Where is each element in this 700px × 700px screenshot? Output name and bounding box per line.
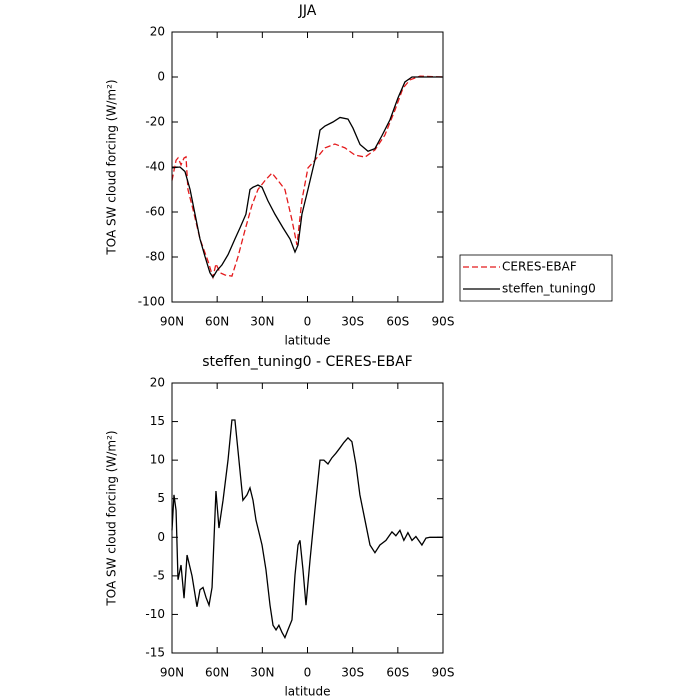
legend-label: steffen_tuning0 bbox=[502, 282, 596, 296]
x-tick-label: 30N bbox=[250, 666, 274, 680]
y-tick-label: -10 bbox=[145, 607, 165, 621]
y-tick-label: -40 bbox=[145, 160, 165, 174]
y-tick-label: 5 bbox=[157, 491, 165, 505]
x-tick-label: 30S bbox=[341, 315, 364, 329]
y-tick-label: -100 bbox=[138, 295, 165, 309]
y-tick-label: 10 bbox=[150, 453, 165, 467]
x-tick-label: 90N bbox=[160, 666, 184, 680]
data-line bbox=[171, 76, 443, 279]
x-tick-label: 60N bbox=[205, 666, 229, 680]
legend-label: CERES-EBAF bbox=[502, 260, 577, 274]
y-axis-label: TOA SW cloud forcing (W/m²) bbox=[105, 79, 119, 255]
plot-frame bbox=[171, 382, 444, 654]
y-tick-label: 0 bbox=[157, 70, 165, 84]
x-tick-label: 90S bbox=[432, 666, 455, 680]
x-tick-label: 60N bbox=[205, 315, 229, 329]
x-tick-label: 30N bbox=[250, 315, 274, 329]
x-tick-label: 60S bbox=[386, 666, 409, 680]
x-tick-label: 60S bbox=[386, 315, 409, 329]
data-line bbox=[171, 75, 444, 280]
y-tick-label: -80 bbox=[145, 250, 165, 264]
x-axis-label: latitude bbox=[284, 685, 330, 699]
y-tick-label: -15 bbox=[145, 646, 165, 660]
data-line bbox=[171, 419, 443, 640]
x-axis-label: latitude bbox=[284, 334, 330, 348]
y-tick-label: 20 bbox=[150, 376, 165, 390]
chart-title: steffen_tuning0 - CERES-EBAF bbox=[202, 354, 413, 370]
y-tick-label: -60 bbox=[145, 205, 165, 219]
legend-box bbox=[459, 254, 613, 302]
y-tick-label: 0 bbox=[157, 530, 165, 544]
y-axis-label: TOA SW cloud forcing (W/m²) bbox=[105, 430, 119, 606]
x-tick-label: 90S bbox=[432, 315, 455, 329]
y-tick-label: -5 bbox=[153, 568, 165, 582]
x-tick-label: 30S bbox=[341, 666, 364, 680]
y-tick-label: 15 bbox=[150, 414, 165, 428]
x-tick-label: 0 bbox=[304, 315, 312, 329]
plot-frame bbox=[171, 31, 444, 303]
chart-title: JJA bbox=[298, 3, 317, 19]
x-tick-label: 0 bbox=[304, 666, 312, 680]
x-tick-label: 90N bbox=[160, 315, 184, 329]
y-tick-label: -20 bbox=[145, 115, 165, 129]
y-tick-label: 20 bbox=[150, 25, 165, 39]
